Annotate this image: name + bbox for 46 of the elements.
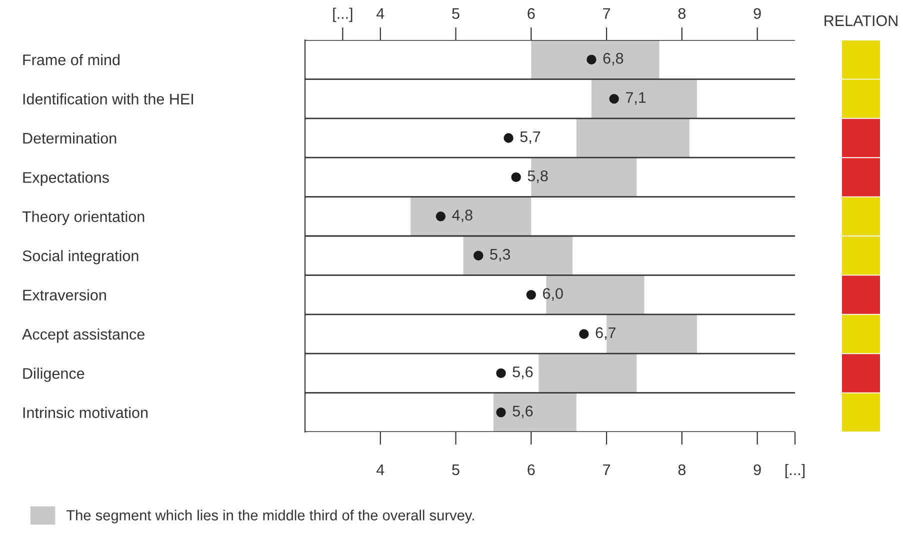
y-tick-label: Extraversion (23, 289, 106, 300)
x2-tick-label: [...] (333, 8, 352, 22)
x-tick-label: 7 (603, 464, 610, 476)
legend-label: The segment which lies in the middle third of the overall survey. (66, 510, 474, 524)
x2-tick-label: 7 (603, 8, 610, 19)
data-label: 5,6 (512, 366, 533, 380)
y-tick-label: Theory orientation (22, 210, 144, 226)
x-tick-label: 4 (376, 464, 384, 476)
data-label: 7,1 (626, 92, 646, 105)
y-tick-label: Frame of mind (23, 54, 120, 66)
x2-tick-label: 5 (452, 8, 460, 19)
point (526, 290, 536, 300)
data-label: 5,7 (520, 131, 540, 144)
data-label: 5,3 (490, 248, 510, 262)
x-tick-label: 9 (754, 464, 761, 476)
x2-tick-label: 4 (376, 8, 384, 19)
y-tick-label: Intrinsic motivation (23, 406, 148, 418)
point (496, 368, 506, 378)
x-tick-label: 6 (528, 464, 535, 476)
data-label: 4,8 (452, 210, 472, 222)
point (474, 250, 484, 260)
point (511, 172, 521, 182)
x-tick-label: [...] (785, 464, 805, 478)
text: RELATION (824, 15, 898, 26)
x2-tick-label: 8 (678, 8, 686, 19)
data-label: 5,6 (512, 406, 533, 418)
point (436, 212, 446, 222)
point (609, 94, 619, 104)
point (504, 133, 514, 143)
y-tick-label: Accept assistance (22, 328, 144, 343)
y-tick-label: Diligence (23, 368, 84, 382)
x2-tick-label: 6 (528, 8, 535, 19)
data-label: 6,8 (603, 52, 624, 66)
point (586, 54, 596, 64)
x-tick-label: 5 (452, 464, 460, 476)
data-label: 6,0 (543, 288, 563, 301)
x-tick-label: 8 (678, 464, 686, 476)
point (579, 329, 589, 339)
data-label: 6,7 (596, 327, 616, 340)
y-tick-label: Identification with the HEI (23, 93, 193, 104)
data-label: 5,8 (528, 170, 548, 184)
x2-tick-label: 9 (754, 8, 761, 19)
y-tick-label: Determination (23, 132, 116, 144)
y-tick-label: Social integration (22, 250, 138, 264)
point (496, 408, 506, 418)
y-tick-label: Expectations (23, 172, 109, 186)
